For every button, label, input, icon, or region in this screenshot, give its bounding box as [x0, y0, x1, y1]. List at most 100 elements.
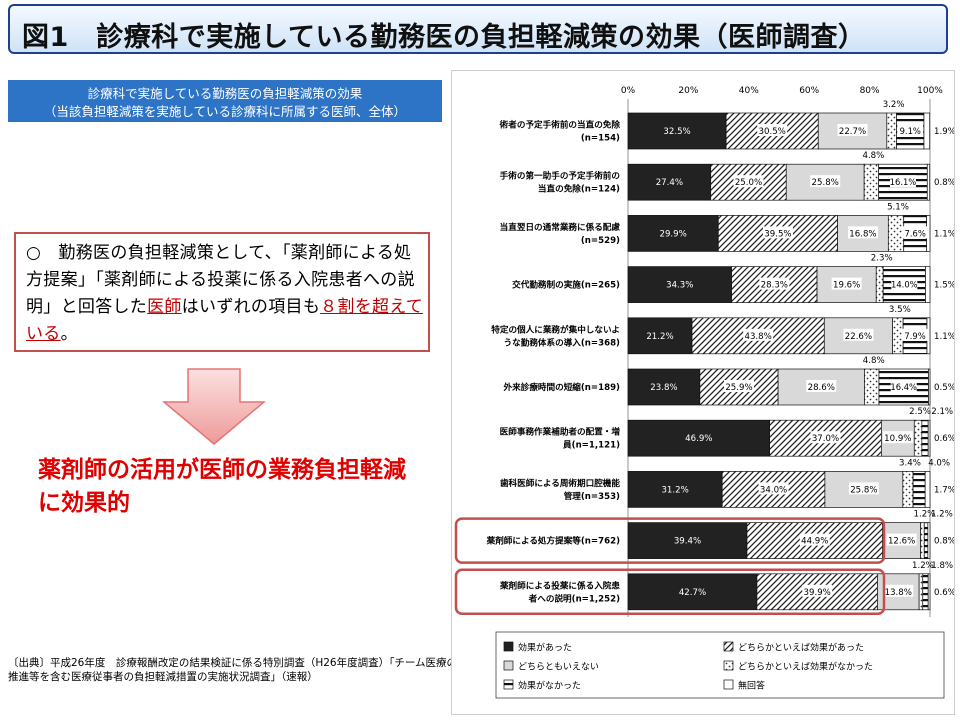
- bar-segment: [913, 419, 923, 457]
- data-label-bg: [891, 277, 918, 290]
- data-label: 1.1%: [934, 332, 954, 342]
- legend-swatch: [723, 660, 734, 671]
- data-label: 19.6%: [833, 281, 860, 291]
- data-label-bg: [743, 328, 774, 341]
- data-label: 22.7%: [839, 127, 866, 137]
- data-label: 4.8%: [862, 151, 884, 161]
- note-box: ○ 勤務医の負担軽減策として、「薬剤師による処方提案」「薬剤師による投薬に係る入…: [14, 232, 430, 352]
- data-label: 1.2%: [914, 510, 936, 520]
- data-label-bg: [758, 482, 789, 495]
- data-label-bg: [848, 482, 879, 495]
- data-label-bg: [902, 226, 929, 239]
- category-label: 薬剤師による投薬に係る入院患: [500, 579, 620, 591]
- bar-segment: [627, 215, 719, 252]
- legend-swatch: [503, 679, 514, 690]
- data-label: 30.5%: [759, 127, 786, 137]
- legend-swatch: [723, 679, 734, 690]
- data-label: 37.0%: [812, 434, 839, 444]
- bar-segment: [864, 368, 880, 406]
- bar-segment: [627, 368, 701, 406]
- data-label: 16.8%: [849, 229, 876, 239]
- data-label: 2.5%: [909, 407, 931, 417]
- category-label: 薬剤師による処方提案等(n=762): [487, 535, 620, 547]
- bar-segment: [627, 266, 732, 303]
- note-doctor: 医師: [147, 297, 182, 317]
- data-label: 10.9%: [884, 434, 911, 444]
- data-label-bg: [810, 431, 841, 444]
- data-label-bg: [886, 533, 917, 546]
- data-label: 3.2%: [883, 100, 905, 110]
- data-label: 0.8%: [934, 178, 954, 188]
- data-label-bg: [733, 175, 764, 188]
- data-label: 1.9%: [934, 127, 954, 137]
- data-label-bg: [897, 124, 924, 136]
- data-label: 28.6%: [808, 383, 835, 393]
- legend-label: 効果があった: [518, 642, 572, 654]
- highlight-box: [454, 517, 886, 564]
- data-label: 3.4%: [899, 458, 921, 468]
- subtitle-line-2: （当該負担軽減策を実施している診療科に所属する医師、全体）: [43, 104, 407, 119]
- note-text: ○ 勤務医の負担軽減策として、「薬剤師による処方提案」「薬剤師による投薬に係る入…: [26, 240, 424, 348]
- bar-segment: [918, 573, 924, 611]
- data-label: 4.0%: [928, 458, 950, 468]
- data-label: 1.8%: [931, 561, 953, 571]
- title-bar: 図1 診療科で実施している勤務医の負担軽減策の効果（医師調査）: [8, 4, 948, 54]
- data-label: 1.2%: [931, 510, 953, 520]
- data-label: 7.9%: [904, 331, 925, 341]
- legend-swatch: [503, 660, 514, 671]
- data-label: 1.1%: [934, 229, 954, 239]
- bar-segment: [924, 471, 931, 508]
- data-label: 39.4%: [674, 537, 701, 547]
- bar-segment: [912, 471, 926, 508]
- data-label-bg: [810, 175, 841, 188]
- x-tick-label: 100%: [917, 86, 943, 96]
- data-label: 28.3%: [761, 281, 788, 291]
- x-tick-label: 80%: [860, 86, 880, 96]
- data-label: 0.6%: [934, 434, 954, 444]
- data-label: 14.0%: [891, 280, 918, 290]
- bar-segment: [927, 419, 931, 457]
- data-label: 25.8%: [812, 178, 839, 188]
- data-label-bg: [831, 277, 862, 290]
- data-label: 16.4%: [890, 382, 917, 392]
- data-label: 39.9%: [804, 588, 831, 598]
- bar-segment: [627, 163, 712, 201]
- x-tick-label: 40%: [739, 86, 759, 96]
- note-text-end: 。: [60, 324, 78, 344]
- bar-segment: [627, 522, 748, 559]
- data-label: 0.8%: [934, 537, 954, 547]
- note-text-middle: はいずれの項目も: [181, 297, 321, 317]
- category-label: 当直の免除(n=124): [538, 183, 620, 195]
- data-label: 1.5%: [934, 281, 954, 291]
- data-label: 9.1%: [900, 126, 921, 136]
- data-label: 34.3%: [666, 281, 693, 291]
- category-label: 特定の個人に業務が集中しないよ: [491, 323, 620, 335]
- x-tick-label: 20%: [678, 86, 698, 96]
- x-tick-label: 0%: [621, 86, 636, 96]
- legend-label: どちらかといえば効果がなかった: [738, 661, 873, 673]
- category-label: うな勤務体系の導入(n=368): [504, 336, 621, 348]
- data-label: 4.8%: [863, 356, 885, 366]
- stacked-bar-chart: 0% 20% 40% 60% 80% 100% 術者の予定手術前の当直の免除 (n=154) 3…: [454, 86, 954, 699]
- data-label-bg: [843, 328, 874, 341]
- data-label: 31.2%: [661, 485, 688, 495]
- bar-segment: [920, 522, 925, 559]
- category-label: 医師事務作業補助者の配置・増: [500, 426, 621, 438]
- data-label: 42.7%: [679, 588, 706, 598]
- legend-label: どちらかといえば効果があった: [738, 642, 864, 654]
- category-label: 者への説明(n=1,252): [528, 592, 620, 604]
- data-label: 2.3%: [871, 254, 893, 264]
- category-label: 外来診療時間の短縮(n=189): [503, 381, 621, 393]
- data-label: 16.1%: [890, 177, 917, 187]
- source-citation: 〔出典〕平成26年度 診療報酬改定の結果検証に係る特別調査（H26年度調査）「チ…: [8, 657, 458, 683]
- legend-label: 無回答: [738, 680, 765, 692]
- data-label-bg: [723, 380, 754, 392]
- data-label-bg: [883, 584, 914, 597]
- data-label: 29.9%: [659, 229, 686, 239]
- data-label-bg: [802, 584, 833, 597]
- x-tick-label: 60%: [799, 86, 819, 96]
- bar-segment: [928, 368, 931, 406]
- bar-segment: [922, 573, 929, 611]
- category-label: 管理(n=353): [564, 490, 620, 502]
- data-label: 46.9%: [685, 434, 712, 444]
